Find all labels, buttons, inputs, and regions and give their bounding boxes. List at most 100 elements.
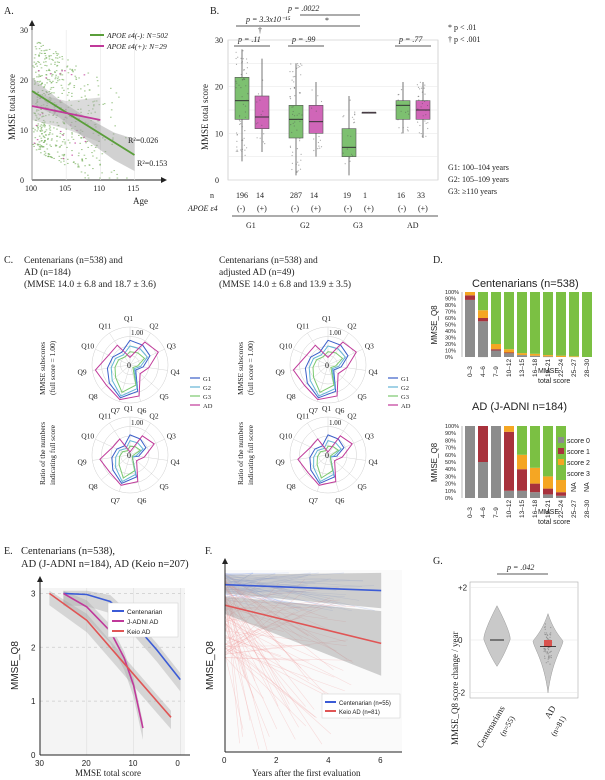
- data-point: [37, 143, 40, 145]
- jitter-point: [297, 64, 299, 67]
- y-tick-label: 50%: [445, 460, 456, 466]
- data-point: [49, 92, 52, 94]
- radar-spoke: [119, 454, 131, 492]
- individual-trajectory: [224, 582, 354, 663]
- data-point: [40, 52, 43, 54]
- jitter-point: [351, 153, 353, 155]
- data-point: [40, 124, 43, 126]
- data-point: [38, 48, 41, 50]
- data-point: [97, 85, 100, 87]
- axis-label: Q6: [335, 406, 344, 415]
- legend-label: Keio AD (n=81): [339, 710, 380, 716]
- jitter-point: [292, 106, 294, 108]
- radar-spoke: [317, 454, 329, 492]
- data-point: [54, 61, 56, 63]
- x-tick-label: 16–18: [532, 500, 539, 518]
- jitter-point: [426, 104, 429, 107]
- jitter-point: [346, 148, 348, 150]
- data-point: [37, 128, 39, 130]
- data-point: [95, 126, 97, 128]
- jitter-point: [398, 127, 400, 129]
- jitter-point: [244, 78, 246, 80]
- data-point: [48, 90, 51, 92]
- data-point: [84, 95, 86, 97]
- data-point: [67, 59, 69, 61]
- x-tick-label: 16–18: [532, 359, 539, 377]
- bar-segment: [543, 426, 553, 477]
- n-count: 14: [256, 191, 264, 200]
- data-point: [108, 177, 111, 179]
- data-point: [70, 121, 73, 123]
- x-axis-title: MMSE: [538, 368, 559, 375]
- data-point: [44, 152, 47, 154]
- individual-trajectory: [224, 602, 265, 668]
- data-point: [80, 137, 82, 139]
- panel-letter: D.: [433, 255, 443, 266]
- y-tick-label: 0: [458, 636, 463, 645]
- radar-spoke: [129, 454, 159, 481]
- data-point: [52, 114, 55, 116]
- data-point: [52, 74, 54, 76]
- n-count: 16: [397, 191, 405, 200]
- legend-swatch: [558, 459, 564, 465]
- data-point: [53, 127, 55, 129]
- data-point: [49, 80, 51, 82]
- box: [308, 105, 324, 134]
- axis-label: Q10: [279, 341, 292, 350]
- data-point: [68, 92, 70, 94]
- data-point: [62, 157, 65, 159]
- data-point: [37, 113, 40, 115]
- data-point: [87, 146, 89, 148]
- data-point: [60, 107, 62, 109]
- jitter-point: [402, 127, 404, 129]
- x-tick-label: 0: [222, 756, 227, 765]
- jitter-point: [289, 145, 291, 147]
- x-tick-label: 10–12: [506, 359, 513, 377]
- individual-trajectory: [224, 572, 253, 577]
- data-point: [56, 151, 59, 153]
- jitter-point: [544, 648, 546, 650]
- individual-trajectory: [224, 622, 260, 750]
- data-point: [71, 68, 74, 70]
- data-point: [98, 104, 101, 106]
- data-point: [62, 121, 64, 123]
- data-point: [67, 72, 70, 74]
- data-point: [87, 174, 89, 176]
- data-point: [46, 148, 49, 150]
- bar-segment: [556, 292, 566, 356]
- axis-label: Q10: [81, 431, 94, 440]
- legend-label: G1: [401, 376, 409, 383]
- legend-swatch: [558, 448, 564, 454]
- group-label: G2: [300, 221, 310, 230]
- jitter-point: [299, 120, 301, 123]
- data-point: [44, 84, 46, 86]
- data-point: [97, 120, 99, 122]
- apoe-status: (+): [418, 204, 428, 213]
- data-point: [45, 61, 47, 63]
- data-point: [99, 163, 101, 165]
- y-tick-label: 1: [31, 697, 36, 706]
- row-label: MMSE subscores: [236, 342, 245, 395]
- data-point: [39, 75, 42, 77]
- data-point: [75, 65, 77, 67]
- individual-trajectory: [224, 592, 303, 656]
- series-line: [48, 592, 172, 718]
- data-point: [40, 50, 43, 52]
- y-axis-title: MMSE_Q8 score change / year: [450, 632, 460, 745]
- data-point: [40, 152, 42, 154]
- jitter-point: [264, 143, 266, 145]
- bar-segment: [569, 292, 579, 357]
- data-point: [39, 130, 42, 132]
- row-label: Ratio of the numbers: [38, 422, 47, 485]
- bar-segment: [543, 488, 553, 495]
- data-point: [64, 116, 67, 118]
- jitter-point: [421, 91, 423, 93]
- data-point: [47, 137, 49, 139]
- panel-letter: F.: [205, 546, 212, 557]
- jitter-point: [238, 119, 241, 121]
- legend-label: Keio AD: [127, 629, 151, 636]
- bar-segment: [478, 292, 488, 311]
- data-point: [48, 133, 51, 135]
- y-axis-title: MMSE_Q8: [10, 641, 21, 690]
- individual-trajectory: [224, 581, 290, 705]
